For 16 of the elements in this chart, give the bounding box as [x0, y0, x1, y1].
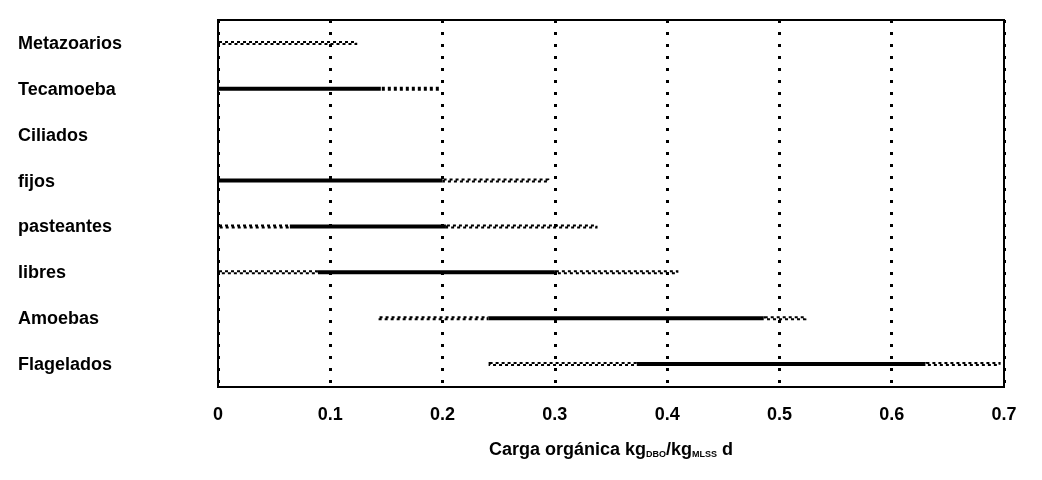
y-tick-label: fijos [18, 170, 56, 191]
y-tick-label: Tecamoeba [18, 78, 117, 99]
x-tick-label: 0.3 [542, 404, 568, 424]
x-tick-label: 0.2 [430, 404, 456, 424]
x-tick-label: 0.7 [991, 404, 1017, 424]
y-tick-label: Ciliados [18, 124, 89, 145]
x-tick-label: 0.1 [317, 404, 343, 424]
y-tick-label: pasteantes [18, 216, 113, 237]
y-tick-label: libres [18, 262, 67, 283]
x-tick-label: 0.5 [766, 404, 792, 424]
x-tick-label: 0.4 [654, 404, 680, 424]
y-tick-label: Amoebas [18, 308, 100, 329]
x-tick-label: 0.6 [879, 404, 905, 424]
y-tick-label: Flagelados [18, 354, 113, 375]
y-tick-label: Metazoarios [18, 32, 123, 53]
x-tick-label: 0 [212, 404, 224, 424]
